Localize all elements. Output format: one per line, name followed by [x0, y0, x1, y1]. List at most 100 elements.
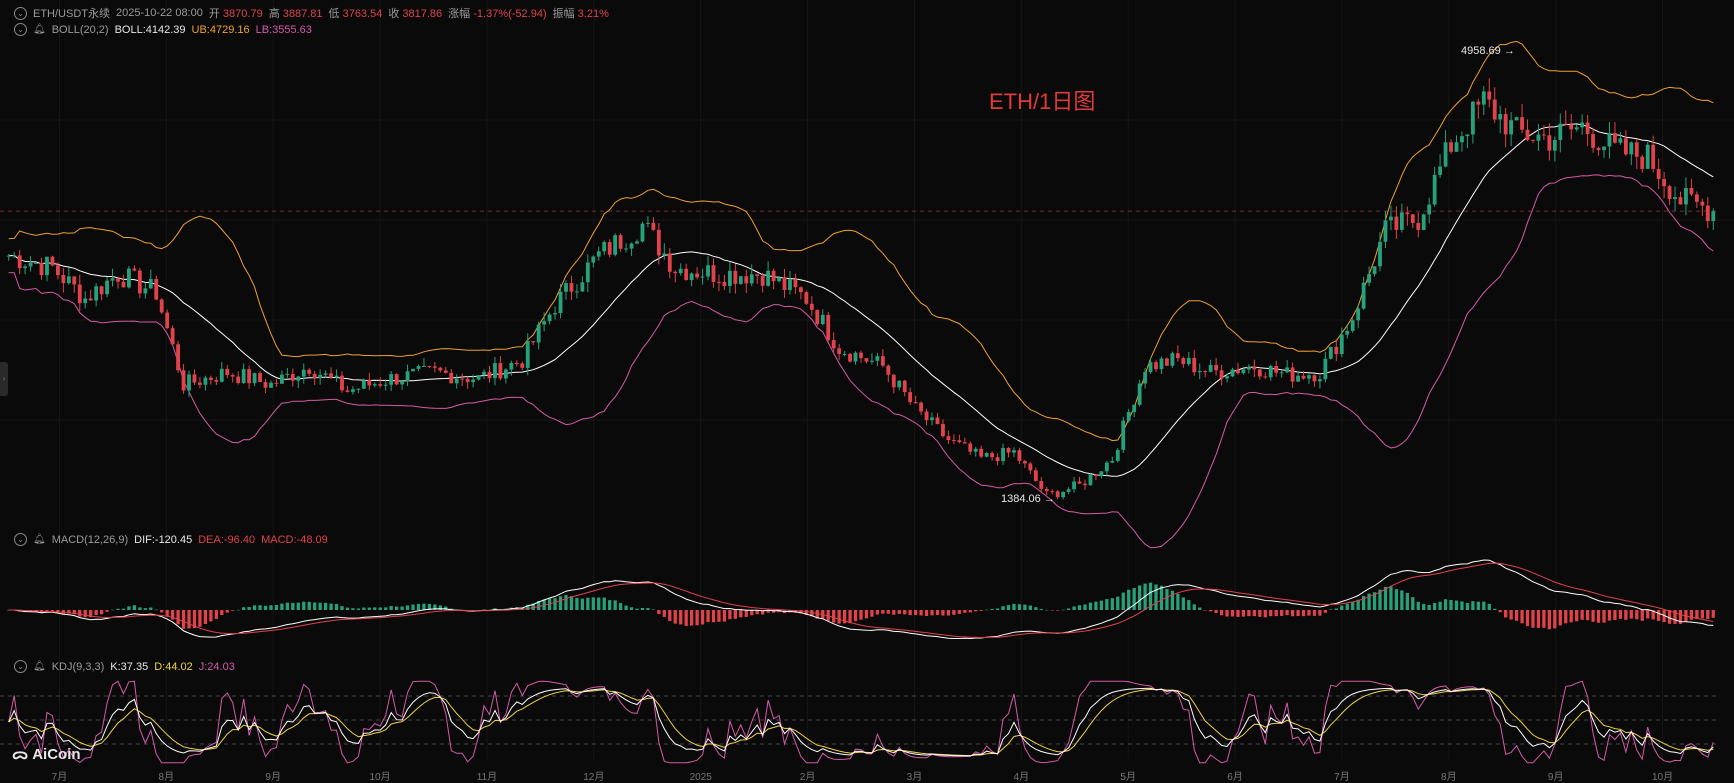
- bell-icon[interactable]: 🔔︎: [33, 24, 46, 35]
- macd-bar: [263, 605, 268, 610]
- candle-body: [1175, 353, 1180, 359]
- candle-body: [17, 255, 22, 269]
- high-value: 3887.81: [282, 8, 323, 20]
- candle-body: [1443, 142, 1448, 167]
- candle-body: [859, 352, 863, 359]
- macd-bar: [684, 610, 688, 626]
- macd-bar: [1307, 610, 1311, 616]
- macd-bar: [1094, 601, 1098, 610]
- chevron-down-icon[interactable]: ⌄: [14, 23, 27, 36]
- candle-body: [1350, 320, 1355, 331]
- candle-body: [755, 274, 760, 276]
- macd-bar: [1706, 610, 1710, 620]
- candle-body: [886, 365, 891, 375]
- macd-bar: [247, 606, 251, 610]
- candle-body: [198, 382, 202, 385]
- macd-bar: [542, 599, 546, 610]
- macd-bar: [700, 610, 705, 625]
- candle-body: [635, 241, 639, 244]
- macd-bar: [1558, 610, 1562, 626]
- macd-bar: [515, 607, 519, 610]
- macd-bar: [985, 609, 989, 611]
- macd-bar: [1651, 610, 1655, 620]
- candle-body: [1104, 462, 1109, 472]
- macd-bar: [203, 610, 208, 624]
- candle-body: [1006, 447, 1011, 453]
- macd-bar: [695, 610, 699, 626]
- candle-body: [738, 276, 743, 284]
- macd-bar: [334, 603, 339, 610]
- macd-bar: [1460, 601, 1464, 610]
- bell-icon[interactable]: 🔔︎: [33, 661, 46, 672]
- candle-body: [979, 448, 984, 457]
- macd-bar: [1137, 585, 1142, 610]
- macd-bar: [280, 603, 284, 610]
- kdj-j-value: J:24.03: [198, 660, 235, 673]
- macd-bar: [1061, 609, 1065, 611]
- macd-bar: [367, 607, 371, 610]
- candle-body: [1088, 474, 1093, 486]
- candle-body: [208, 377, 213, 381]
- macd-bar: [1400, 590, 1404, 610]
- macd-bar: [56, 610, 60, 613]
- macd-bar: [651, 609, 656, 611]
- macd-bar: [1449, 600, 1453, 610]
- macd-bar: [853, 610, 858, 622]
- candle-body: [564, 283, 568, 292]
- macd-bar: [1422, 603, 1426, 610]
- candle-body: [1662, 178, 1667, 187]
- x-tick-label: 9月: [1548, 771, 1564, 783]
- candle-body: [646, 222, 650, 224]
- candle-body: [531, 341, 536, 343]
- candle-body: [1236, 369, 1240, 374]
- macd-bar: [438, 605, 442, 610]
- chevron-down-icon[interactable]: ⌄: [14, 660, 27, 673]
- candle-body: [1099, 471, 1104, 477]
- macd-bar: [711, 610, 716, 623]
- macd-bar: [258, 605, 262, 610]
- candle-body: [203, 377, 208, 385]
- macd-bar: [717, 610, 721, 622]
- macd-bar: [646, 608, 650, 610]
- x-tick-label: 7月: [1334, 771, 1350, 783]
- macd-bar: [313, 602, 317, 610]
- macd-bar: [1580, 610, 1584, 620]
- candle-body: [1602, 146, 1606, 151]
- candle-body: [798, 287, 803, 293]
- candle-body: [192, 374, 197, 383]
- candle-body: [1389, 216, 1393, 221]
- macd-bar: [837, 610, 841, 624]
- collapse-panel-tab[interactable]: ›: [0, 362, 8, 396]
- candle-body: [749, 274, 754, 284]
- candle-body: [1656, 168, 1661, 179]
- candle-body: [1148, 362, 1153, 373]
- candle-body: [542, 321, 547, 325]
- candle-body: [673, 271, 678, 274]
- candle-body: [1700, 201, 1705, 206]
- macd-bar: [1591, 610, 1595, 622]
- candle-body: [279, 374, 284, 384]
- candle-body: [1165, 358, 1169, 366]
- candle-body: [274, 382, 279, 384]
- macd-bar: [252, 605, 257, 610]
- macd-bar: [586, 597, 590, 610]
- chart-watermark: ETH/1日图: [989, 89, 1096, 114]
- macd-bar: [89, 610, 93, 618]
- candle-body: [1279, 372, 1284, 374]
- macd-bar: [1476, 601, 1480, 610]
- candle-body: [1126, 412, 1131, 421]
- aicoin-logo: ᯅ AiCoin: [12, 745, 81, 764]
- candle-body: [1066, 489, 1071, 492]
- macd-bar: [750, 610, 754, 616]
- candle-body: [50, 256, 55, 266]
- boll-name: BOLL(20,2): [51, 23, 109, 36]
- chevron-down-icon[interactable]: ⌄: [14, 6, 27, 20]
- candle-body: [449, 372, 454, 384]
- macd-bar: [815, 610, 819, 619]
- bell-icon[interactable]: 🔔︎: [33, 534, 46, 545]
- macd-bar: [405, 605, 410, 610]
- chevron-down-icon[interactable]: ⌄: [14, 533, 27, 546]
- candle-body: [154, 278, 159, 300]
- candle-body: [159, 299, 164, 313]
